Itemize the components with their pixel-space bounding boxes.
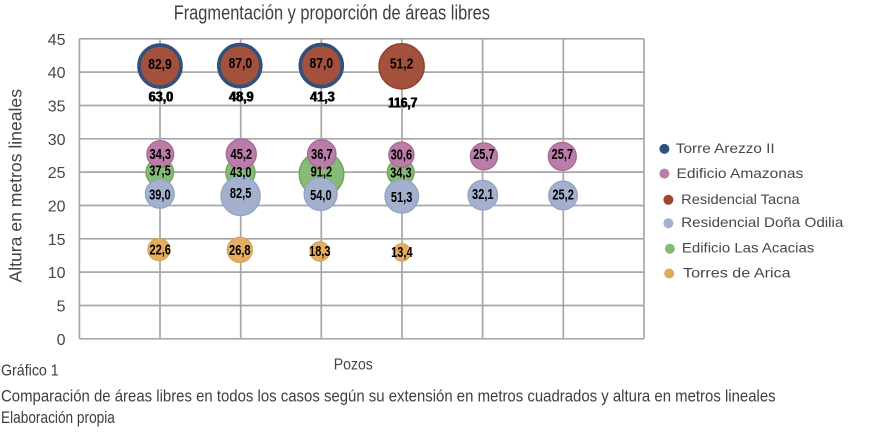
svg-text:30: 30 bbox=[48, 132, 66, 149]
svg-text:40: 40 bbox=[48, 65, 66, 82]
svg-text:Comparación de áreas libres en: Comparación de áreas libres en todos los… bbox=[1, 386, 776, 405]
svg-text:54,0: 54,0 bbox=[310, 188, 332, 204]
svg-text:45,2: 45,2 bbox=[231, 147, 253, 163]
svg-text:48,9: 48,9 bbox=[229, 89, 254, 106]
svg-text:87,0: 87,0 bbox=[229, 55, 253, 72]
svg-text:Pozos: Pozos bbox=[334, 357, 373, 374]
svg-text:Residencial Doña Odilia: Residencial Doña Odilia bbox=[681, 214, 843, 230]
svg-text:13,4: 13,4 bbox=[391, 245, 413, 261]
svg-text:51,3: 51,3 bbox=[391, 190, 413, 206]
svg-text:51,2: 51,2 bbox=[390, 56, 414, 73]
svg-text:82,9: 82,9 bbox=[148, 56, 172, 73]
svg-text:Edificio Amazonas: Edificio Amazonas bbox=[677, 165, 804, 181]
svg-text:5: 5 bbox=[57, 299, 66, 316]
svg-text:43,0: 43,0 bbox=[230, 165, 252, 181]
svg-text:41,3: 41,3 bbox=[310, 89, 335, 106]
svg-text:20: 20 bbox=[48, 199, 66, 216]
svg-text:22,6: 22,6 bbox=[149, 243, 171, 259]
svg-text:32,1: 32,1 bbox=[472, 187, 494, 203]
svg-text:30,6: 30,6 bbox=[391, 148, 413, 164]
svg-text:Torres de Arica: Torres de Arica bbox=[683, 265, 791, 281]
svg-text:Elaboración propia: Elaboración propia bbox=[1, 408, 115, 427]
svg-text:Torre Arezzo II: Torre Arezzo II bbox=[676, 140, 775, 156]
svg-text:39,0: 39,0 bbox=[149, 188, 171, 204]
svg-text:25: 25 bbox=[48, 165, 66, 182]
svg-text:26,8: 26,8 bbox=[229, 243, 251, 259]
svg-text:35: 35 bbox=[48, 99, 66, 116]
svg-text:Gráfico 1: Gráfico 1 bbox=[1, 362, 59, 379]
svg-text:18,3: 18,3 bbox=[309, 244, 331, 260]
svg-text:37,5: 37,5 bbox=[149, 164, 171, 180]
svg-text:25,7: 25,7 bbox=[473, 147, 495, 163]
svg-text:34,3: 34,3 bbox=[150, 147, 172, 163]
svg-text:25,7: 25,7 bbox=[552, 147, 574, 163]
svg-text:Altura en metros lineales: Altura en metros lineales bbox=[6, 89, 26, 283]
svg-text:34,3: 34,3 bbox=[390, 165, 412, 181]
svg-text:Residencial Tacna: Residencial Tacna bbox=[681, 191, 800, 207]
svg-text:63,0: 63,0 bbox=[148, 89, 173, 106]
svg-text:25,2: 25,2 bbox=[552, 187, 574, 203]
svg-text:87,0: 87,0 bbox=[310, 55, 334, 72]
svg-text:82,5: 82,5 bbox=[230, 186, 252, 202]
svg-text:0: 0 bbox=[57, 332, 66, 349]
svg-text:91,2: 91,2 bbox=[311, 164, 333, 180]
svg-text:36,7: 36,7 bbox=[311, 147, 333, 163]
svg-text:15: 15 bbox=[48, 232, 66, 249]
svg-text:45: 45 bbox=[48, 32, 66, 49]
svg-text:Edificio Las Acacias: Edificio Las Acacias bbox=[682, 240, 814, 256]
svg-text:Fragmentación y proporción de: Fragmentación y proporción de áreas libr… bbox=[174, 3, 490, 25]
svg-text:10: 10 bbox=[48, 265, 66, 282]
svg-text:116,7: 116,7 bbox=[388, 95, 417, 112]
